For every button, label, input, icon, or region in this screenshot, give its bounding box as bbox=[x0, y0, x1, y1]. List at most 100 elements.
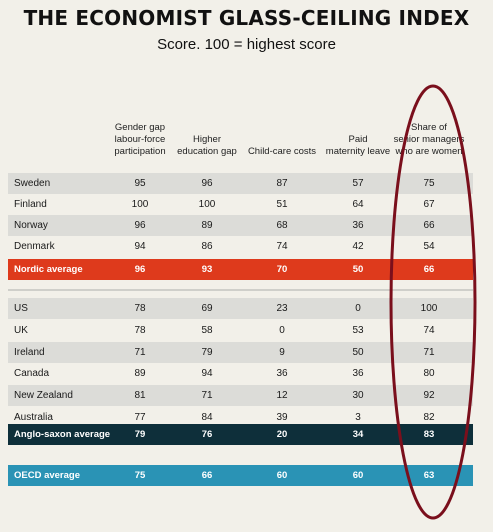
column-header-line: labour-force bbox=[114, 134, 166, 145]
column-header-line: participation bbox=[114, 146, 166, 157]
cell-value: 69 bbox=[201, 303, 213, 314]
cell-value: 75 bbox=[134, 470, 146, 481]
cell-value: 42 bbox=[352, 241, 364, 252]
cell-value: 66 bbox=[423, 220, 435, 231]
cell-value: 81 bbox=[134, 390, 146, 402]
table-row: New Zealand 81 71 12 30 92 bbox=[8, 385, 473, 407]
cell-value: 78 bbox=[134, 324, 146, 336]
row-label: Sweden bbox=[14, 178, 51, 189]
cell-value: 100 bbox=[420, 303, 438, 314]
cell-value: 50 bbox=[352, 264, 364, 275]
column-header-4: Paid maternity leave bbox=[313, 134, 403, 158]
cell-value: 78 bbox=[134, 303, 146, 314]
cell-value: 39 bbox=[276, 412, 288, 423]
cell-value: 63 bbox=[423, 470, 435, 481]
row-label: US bbox=[14, 303, 28, 314]
column-header-line: senior managers bbox=[393, 134, 465, 145]
cell-value: 93 bbox=[201, 264, 213, 275]
column-header-line: who are women bbox=[395, 146, 463, 157]
column-header-3: Child-care costs bbox=[237, 146, 327, 158]
cell-value: 60 bbox=[352, 470, 364, 481]
cell-value: 86 bbox=[201, 241, 213, 252]
row-label: Denmark bbox=[14, 241, 55, 252]
row-label: Anglo-saxon average bbox=[14, 429, 111, 440]
cell-value: 94 bbox=[134, 241, 146, 252]
cell-value: 12 bbox=[276, 390, 288, 402]
cell-value: 94 bbox=[201, 368, 213, 380]
cell-value: 71 bbox=[201, 390, 213, 402]
row-label: Ireland bbox=[14, 346, 45, 358]
group-separator bbox=[8, 289, 473, 291]
cell-value: 96 bbox=[134, 220, 146, 231]
column-header-line: maternity leave bbox=[325, 146, 391, 157]
column-header-line: Child-care costs bbox=[247, 146, 317, 157]
row-label: Finland bbox=[14, 199, 47, 210]
cell-value: 67 bbox=[423, 199, 435, 210]
table-row: Canada 89 94 36 36 80 bbox=[8, 363, 473, 384]
cell-value: 36 bbox=[276, 368, 288, 380]
cell-value: 74 bbox=[423, 324, 435, 336]
cell-value: 87 bbox=[276, 178, 288, 189]
table-row: Norway 96 89 68 36 66 bbox=[8, 215, 473, 236]
row-label: Australia bbox=[14, 412, 53, 423]
cell-value: 83 bbox=[423, 429, 435, 440]
cell-value: 54 bbox=[423, 241, 435, 252]
cell-value: 76 bbox=[201, 429, 213, 440]
table-row: US 78 69 23 0 100 bbox=[8, 298, 473, 319]
chart-title: THE ECONOMIST GLASS-CEILING INDEX bbox=[23, 6, 470, 30]
cell-value: 80 bbox=[423, 368, 435, 380]
cell-value: 50 bbox=[352, 346, 364, 358]
column-header-line: Gender gap bbox=[114, 122, 166, 133]
column-header-line: Higher bbox=[193, 134, 221, 145]
table-row: Denmark 94 86 74 42 54 bbox=[8, 236, 473, 257]
cell-value: 66 bbox=[423, 264, 435, 275]
oecd-average-row: OECD average 75 66 60 60 63 bbox=[8, 465, 473, 486]
cell-value: 71 bbox=[423, 346, 435, 358]
cell-value: 66 bbox=[201, 470, 213, 481]
cell-value: 84 bbox=[201, 412, 213, 423]
nordic-average-row: Nordic average 96 93 70 50 66 bbox=[8, 259, 473, 280]
column-header-2: Higher education gap bbox=[162, 134, 252, 158]
table-row: UK 78 58 0 53 74 bbox=[8, 320, 473, 341]
column-header-line: Share of bbox=[411, 122, 447, 133]
chart-subtitle: Score. 100 = highest score bbox=[157, 36, 336, 53]
cell-value: 100 bbox=[198, 199, 216, 210]
cell-value: 68 bbox=[276, 220, 288, 231]
column-header-1: Gender gap labour-force participation bbox=[95, 122, 185, 158]
cell-value: 23 bbox=[276, 303, 288, 314]
cell-value: 74 bbox=[276, 241, 288, 252]
cell-value: 0 bbox=[279, 324, 285, 336]
cell-value: 3 bbox=[355, 412, 361, 423]
column-header-line: education gap bbox=[177, 146, 237, 157]
cell-value: 0 bbox=[355, 303, 361, 314]
table-row: Ireland 71 79 9 50 71 bbox=[8, 341, 473, 363]
row-label: Canada bbox=[14, 368, 50, 380]
anglo-saxon-average-row: Anglo-saxon average 79 76 20 34 83 bbox=[8, 424, 473, 445]
cell-value: 89 bbox=[201, 220, 213, 231]
cell-value: 30 bbox=[352, 390, 364, 402]
cell-value: 9 bbox=[279, 346, 285, 358]
cell-value: 96 bbox=[134, 264, 146, 275]
cell-value: 20 bbox=[276, 429, 288, 440]
column-headers: Gender gap labour-force participation Highe… bbox=[0, 122, 493, 172]
cell-value: 70 bbox=[276, 264, 288, 275]
cell-value: 34 bbox=[352, 429, 364, 440]
cell-value: 95 bbox=[134, 178, 146, 189]
row-label: OECD average bbox=[14, 470, 81, 481]
cell-value: 64 bbox=[352, 199, 364, 210]
table-row: Finland 100 100 51 64 67 bbox=[8, 194, 473, 215]
cell-value: 77 bbox=[134, 412, 146, 423]
cell-value: 89 bbox=[134, 368, 146, 380]
table-row: Sweden 95 96 87 57 75 bbox=[8, 173, 473, 194]
cell-value: 36 bbox=[352, 220, 364, 231]
cell-value: 79 bbox=[201, 346, 213, 358]
cell-value: 92 bbox=[423, 390, 435, 402]
cell-value: 51 bbox=[276, 199, 288, 210]
column-header-line: Paid bbox=[348, 134, 368, 145]
column-header-5: Share of senior managers who are women bbox=[384, 122, 474, 158]
cell-value: 100 bbox=[131, 199, 149, 210]
row-label: UK bbox=[14, 324, 28, 336]
cell-value: 71 bbox=[134, 346, 146, 358]
row-label: New Zealand bbox=[14, 390, 73, 402]
cell-value: 36 bbox=[352, 368, 364, 380]
